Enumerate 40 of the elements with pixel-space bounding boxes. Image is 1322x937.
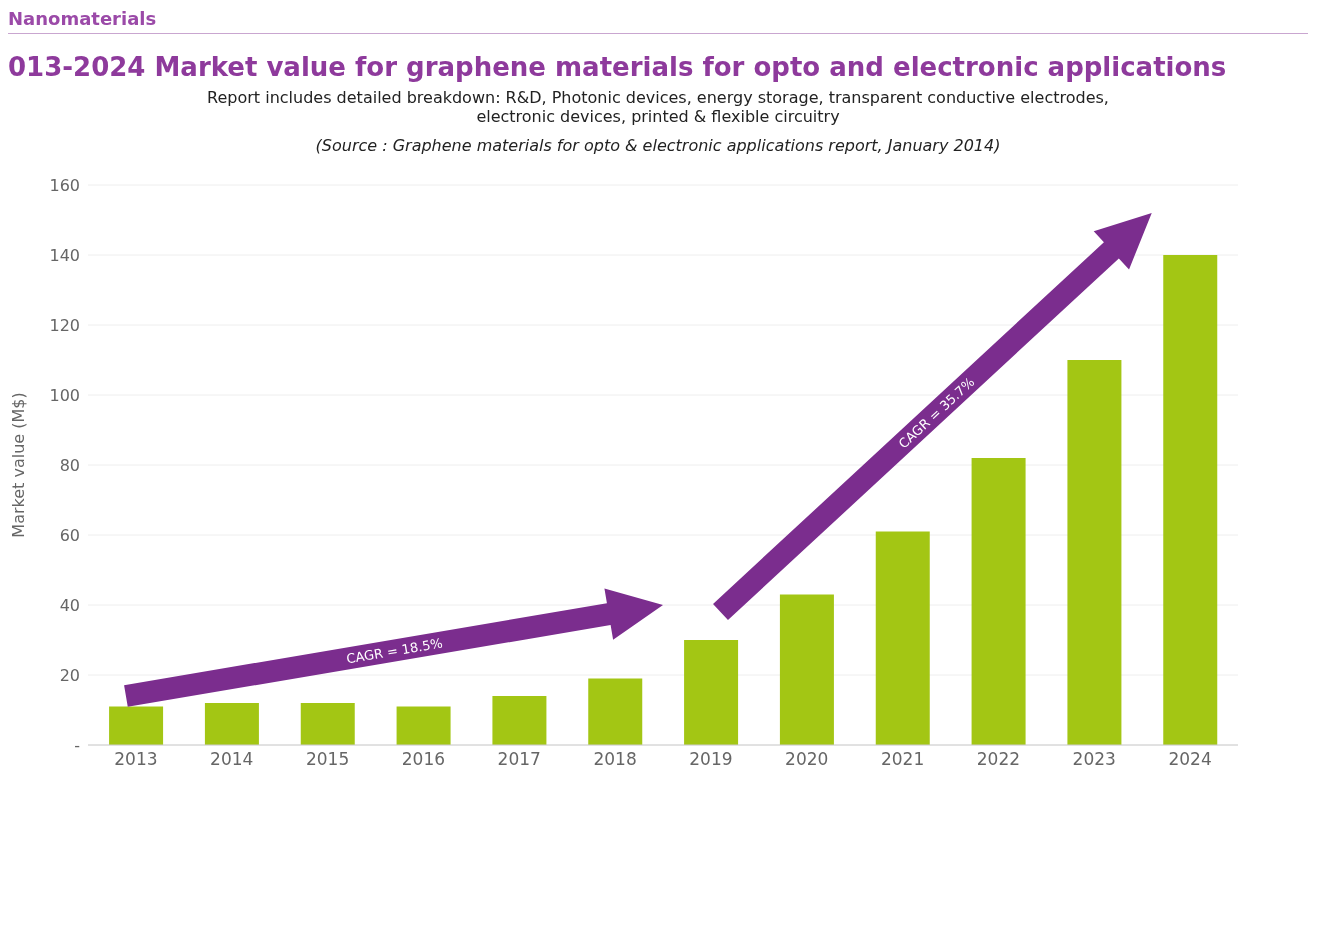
bar xyxy=(492,696,547,745)
bar xyxy=(588,678,643,745)
x-tick-label: 2019 xyxy=(689,749,733,770)
x-tick-label: 2013 xyxy=(114,749,158,770)
arrow-icon: CAGR = 18.5% xyxy=(124,588,663,707)
y-tick-label: 120 xyxy=(49,315,80,335)
text: (Source : Graphene materials for opto & electronic applications report, January 2014) xyxy=(314,136,1002,155)
x-tick-label: 2024 xyxy=(1168,749,1212,770)
chart-subtitle: Report includes detailed breakdown: R&D, Photonic devices, energy storage, transparent conductive electrodes, electronic devices, printed & flexible circuitry xyxy=(206,88,1110,126)
x-tick-label: 2022 xyxy=(976,749,1021,770)
text: Nanomaterials xyxy=(8,8,1308,34)
bar xyxy=(204,703,259,745)
y-tick-label: - xyxy=(74,735,80,755)
x-tick-label: 2018 xyxy=(593,749,637,770)
bar xyxy=(779,594,834,745)
y-tick-label: 140 xyxy=(49,245,80,265)
x-tick-label: 2023 xyxy=(1072,749,1116,770)
x-tick-label: 2017 xyxy=(497,749,541,770)
y-tick-label: 80 xyxy=(59,455,80,475)
chart-title: 013-2024 Market value for graphene materials for opto and electronic applications xyxy=(8,52,1228,82)
bar xyxy=(1163,255,1218,745)
bar xyxy=(300,703,355,745)
x-tick-label: 2014 xyxy=(210,749,254,770)
y-tick-label: 60 xyxy=(59,525,80,545)
y-tick-label: 160 xyxy=(49,175,80,195)
bar xyxy=(1067,360,1122,745)
annotation: CAGR = 18.5% xyxy=(345,635,444,667)
x-tick-label: 2021 xyxy=(880,749,925,770)
bar xyxy=(396,706,451,745)
bar xyxy=(109,706,164,745)
x-tick-label: 2015 xyxy=(305,749,350,770)
x-tick-label: 2020 xyxy=(785,749,829,770)
y-axis-title: Market value (M$) xyxy=(8,392,28,538)
y-tick-label: 20 xyxy=(59,665,80,685)
bar xyxy=(875,531,930,745)
bar xyxy=(971,458,1026,745)
y-tick-label: 100 xyxy=(49,385,80,405)
x-tick-label: 2016 xyxy=(401,749,446,770)
bar xyxy=(684,640,739,745)
y-tick-label: 40 xyxy=(59,595,80,615)
